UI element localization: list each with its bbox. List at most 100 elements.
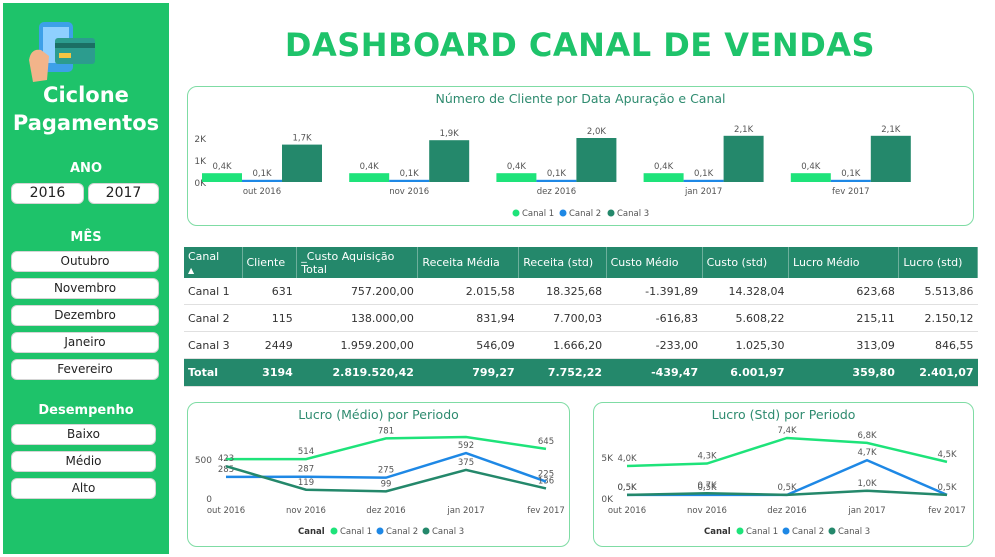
col-header-custo-std[interactable]: Custo (std)	[702, 247, 790, 278]
total-cell: 359,80	[788, 358, 899, 387]
table-cell: 18.325,68	[518, 278, 607, 305]
data-label: 225	[538, 470, 554, 480]
legend-marker	[512, 209, 520, 217]
legend-marker	[607, 209, 615, 217]
x-tick-label: dez 2016	[366, 506, 405, 516]
bar-canal-3	[576, 138, 617, 182]
x-tick-label: out 2016	[207, 506, 245, 516]
bar-data-label: 0,4K	[360, 162, 380, 172]
y-tick-label: 1K	[194, 157, 207, 167]
data-label: 0,7K	[697, 481, 717, 491]
data-label: 1,0K	[857, 479, 877, 489]
table-cell: 1.025,30	[702, 331, 789, 359]
table-cell: 5.608,22	[702, 304, 789, 332]
total-cell: 3194	[242, 358, 297, 387]
ano-2016-button[interactable]: 2016	[11, 183, 84, 204]
mes-dezembro-button[interactable]: Dezembro	[11, 305, 159, 326]
legend-label: Canal 2	[569, 209, 601, 219]
bar-canal-1	[349, 173, 390, 182]
bar-data-label: 1,9K	[440, 129, 460, 139]
bar-data-label: 0,1K	[547, 169, 567, 179]
col-header-custo-aquisicao[interactable]: _Custo Aquisição Total	[296, 247, 419, 278]
data-label: 7,4K	[777, 426, 797, 436]
lucro-medio-chart-title: Lucro (Médio) por Periodo	[298, 407, 459, 422]
legend-marker	[736, 527, 744, 535]
bar-data-label: 2,1K	[734, 125, 754, 135]
x-tick-label: nov 2016	[687, 506, 727, 516]
lucro-std-chart-title: Lucro (Std) por Periodo	[711, 407, 856, 422]
table-cell: 831,94	[417, 304, 519, 332]
table-cell: 313,09	[788, 331, 899, 359]
bar-data-label: 2,0K	[587, 127, 607, 137]
col-header-lucro-medio[interactable]: Lucro Médio	[788, 247, 900, 278]
bar-data-label: 0,1K	[252, 169, 272, 179]
bar-data-label: 2,1K	[881, 125, 901, 135]
x-tick-label: out 2016	[608, 506, 646, 516]
ano-2017-button[interactable]: 2017	[88, 183, 159, 204]
table-cell: 138.000,00	[296, 304, 418, 332]
bar-canal-1	[496, 173, 537, 182]
clientes-bar-chart: 2K 1K 0K 0,4K 0,1K 1,7K out 2016 0,4K 0,1K 1,9K no…	[194, 125, 911, 219]
legend-label: Canal 1	[340, 527, 372, 537]
data-label: 4,5K	[937, 450, 957, 460]
desempenho-medio-button[interactable]: Médio	[11, 451, 156, 472]
col-header-receita-media[interactable]: Receita Média	[417, 247, 520, 278]
canal-table: Canal ▲ Cliente _Custo Aquisição Total Re…	[184, 247, 978, 387]
data-label: 0,5K	[697, 483, 717, 493]
table-cell: 115	[242, 304, 297, 332]
dashboard-title: DASHBOARD CANAL DE VENDAS	[284, 26, 876, 64]
bar-canal-2	[536, 179, 577, 182]
y-tick-label: 0	[206, 495, 212, 505]
bar-canal-3	[429, 140, 470, 182]
data-label: 136	[538, 476, 554, 486]
ano-title: ANO	[70, 161, 102, 176]
table-row[interactable]: Canal 2 115 138.000,00 831,94 7.700,03 -…	[184, 304, 978, 332]
x-tick-label: fev 2017	[832, 187, 870, 197]
mes-outubro-button[interactable]: Outubro	[11, 251, 159, 272]
y-tick-label: 500	[195, 456, 212, 466]
bar-data-label: 0,4K	[654, 162, 674, 172]
mes-fevereiro-button[interactable]: Fevereiro	[11, 359, 159, 380]
x-tick-label: out 2016	[243, 187, 281, 197]
x-tick-label: nov 2016	[389, 187, 429, 197]
y-tick-label: 2K	[194, 135, 207, 145]
x-tick-label: dez 2016	[767, 506, 806, 516]
col-header-canal[interactable]: Canal ▲	[184, 247, 243, 278]
data-label: 4,3K	[697, 452, 717, 462]
desempenho-baixo-button[interactable]: Baixo	[11, 424, 156, 445]
series-line-canal-3	[225, 464, 547, 493]
bar-canal-2	[683, 179, 724, 182]
data-label: 119	[298, 478, 314, 488]
col-header-lucro-std[interactable]: Lucro (std)	[898, 247, 978, 278]
desempenho-title: Desempenho	[38, 403, 134, 418]
bar-data-label: 0,1K	[841, 169, 861, 179]
total-cell: 6.001,97	[702, 358, 789, 387]
bar-data-label: 1,7K	[292, 134, 312, 144]
legend-label: Canal 3	[617, 209, 649, 219]
clientes-bar-chart-card: Número de Cliente por Data Apuração e Ca…	[187, 86, 974, 226]
table-cell: 546,09	[417, 331, 519, 359]
table-row[interactable]: Canal 1 631 757.200,00 2.015,58 18.325,6…	[184, 278, 978, 305]
total-cell: -439,47	[606, 358, 703, 387]
x-tick-label: dez 2016	[537, 187, 576, 197]
data-label: 592	[458, 441, 474, 451]
mes-novembro-button[interactable]: Novembro	[11, 278, 159, 299]
bar-data-label: 0,1K	[694, 169, 714, 179]
desempenho-alto-button[interactable]: Alto	[11, 478, 156, 499]
table-row[interactable]: Canal 3 2449 1.959.200,00 546,09 1.666,2…	[184, 331, 978, 359]
table-cell: 215,11	[788, 304, 899, 332]
bar-data-label: 0,4K	[507, 162, 527, 172]
col-header-receita-std[interactable]: Receita (std)	[518, 247, 607, 278]
x-tick-label: fev 2017	[928, 506, 966, 516]
bar-canal-1	[202, 173, 242, 182]
x-tick-label: jan 2017	[847, 506, 885, 516]
bar-canal-3	[723, 135, 764, 182]
col-header-custo-medio[interactable]: Custo Médio	[606, 247, 703, 278]
mes-janeiro-button[interactable]: Janeiro	[11, 332, 159, 353]
legend-marker	[559, 209, 567, 217]
table-cell: 5.513,86	[898, 278, 978, 305]
data-label: 0,5K	[617, 483, 637, 493]
legend-label: Canal 2	[386, 527, 418, 537]
table-cell: -233,00	[606, 331, 703, 359]
col-header-cliente[interactable]: Cliente	[242, 247, 298, 278]
